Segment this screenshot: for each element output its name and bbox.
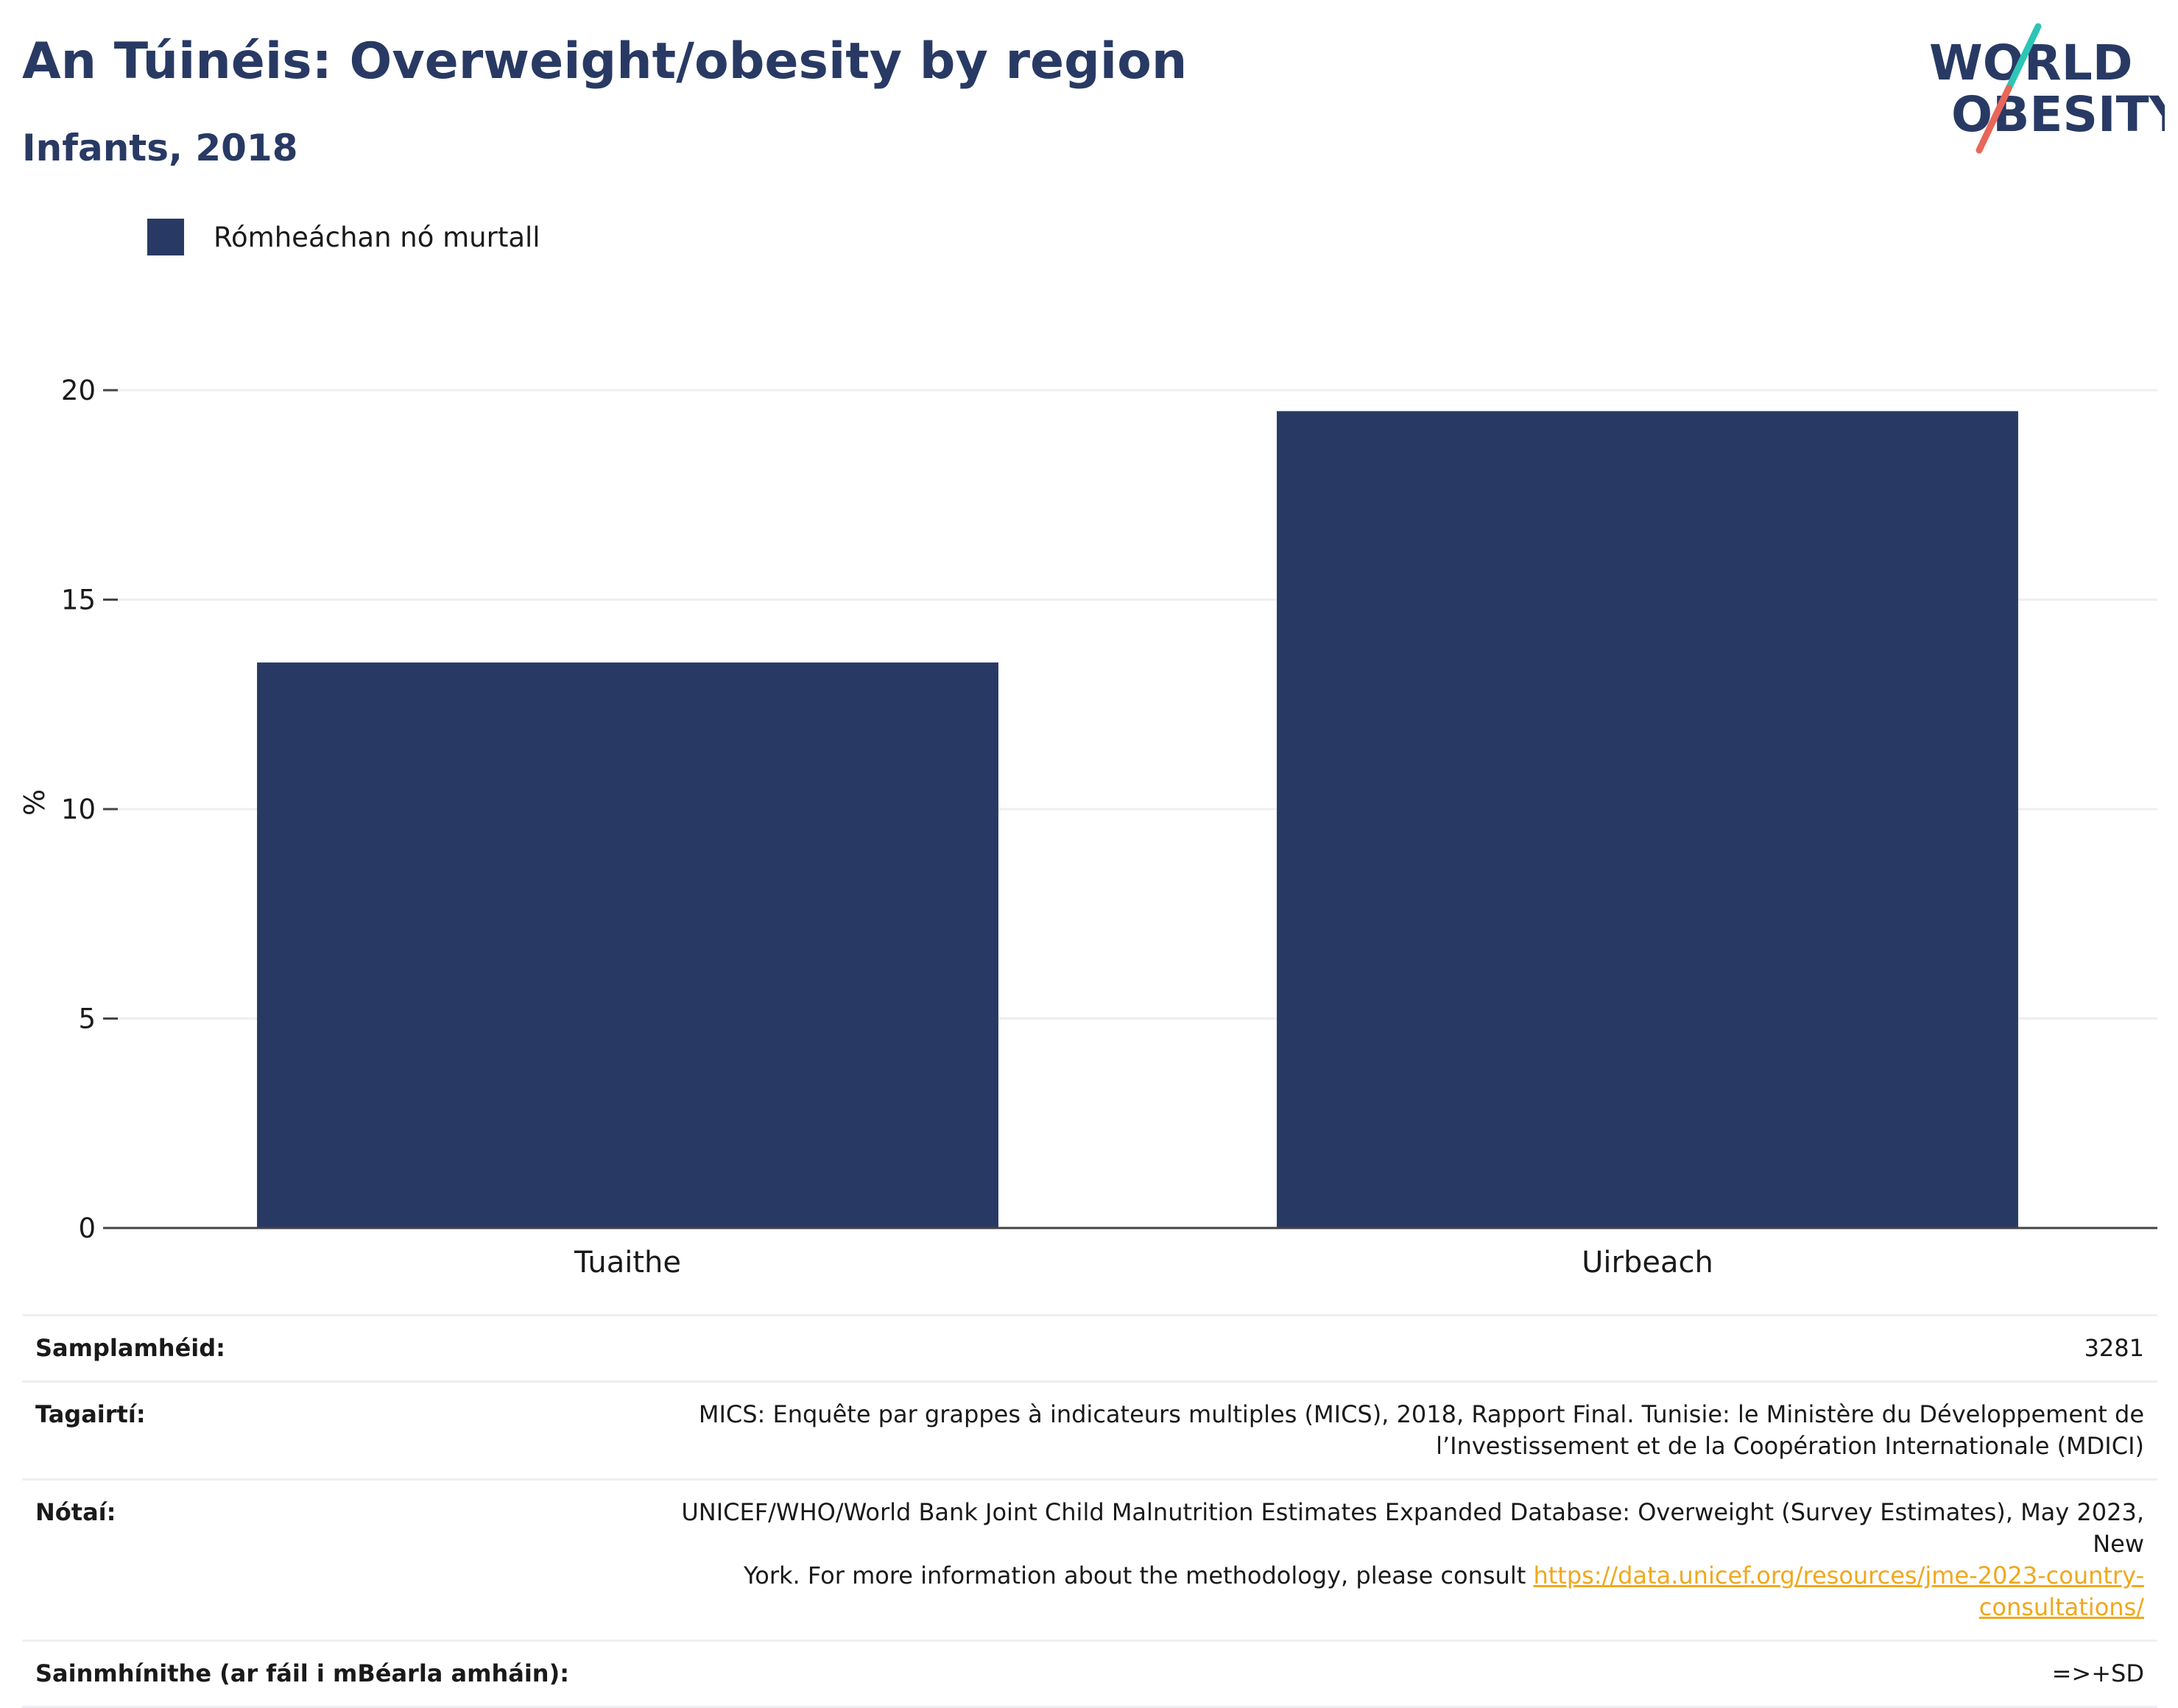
references-line2: l’Investissement et de la Coopération In… — [1436, 1432, 2144, 1460]
bar-tuaithe[interactable] — [257, 662, 998, 1228]
bar-chart: 0 5 10 15 20 Tuaithe Uirbeach % — [18, 375, 2157, 1280]
info-row-sample-size: Samplamhéid: 3281 — [22, 1314, 2157, 1380]
bar-uirbeach[interactable] — [1277, 411, 2018, 1229]
notes-line2: York. For more information about the met… — [743, 1561, 1534, 1589]
world-obesity-logo: WORLD OBESITY — [1929, 23, 2165, 154]
x-axis-ticks: Tuaithe Uirbeach — [574, 1246, 1713, 1280]
y-tick-label: 0 — [78, 1213, 96, 1244]
notes-line1: UNICEF/WHO/World Bank Joint Child Malnut… — [681, 1498, 2144, 1558]
chart-title: An Túinéis: Overweight/obesity by region — [22, 32, 1188, 91]
chart-subtitle: Infants, 2018 — [22, 127, 298, 169]
x-tick-label: Uirbeach — [1582, 1246, 1713, 1280]
legend-label[interactable]: Rómheáchan nó murtall — [214, 221, 540, 253]
info-row-notes: Nótaí: UNICEF/WHO/World Bank Joint Child… — [22, 1478, 2157, 1640]
notes-label: Nótaí: — [35, 1498, 116, 1526]
y-tick-label: 10 — [61, 794, 96, 825]
y-tick-label: 20 — [61, 375, 96, 406]
references-line1: MICS: Enquête par grappes à indicateurs … — [698, 1400, 2144, 1428]
notes-value: UNICEF/WHO/World Bank Joint Child Malnut… — [627, 1497, 2144, 1623]
bars — [257, 411, 2018, 1229]
y-axis-ticks: 0 5 10 15 20 — [61, 375, 118, 1244]
legend: Rómheáchan nó murtall — [147, 217, 540, 257]
logo-slash-coral — [1976, 85, 2012, 154]
info-row-definitions: Sainmhínithe (ar fáil i mBéarla amháin):… — [22, 1640, 2157, 1708]
definitions-label: Sainmhínithe (ar fáil i mBéarla amháin): — [35, 1659, 569, 1687]
references-label: Tagairtí: — [35, 1400, 146, 1428]
notes-link[interactable]: https://data.unicef.org/resources/jme-20… — [1533, 1561, 2144, 1621]
info-row-references: Tagairtí: MICS: Enquête par grappes à in… — [22, 1380, 2157, 1478]
definitions-value: =>+SD — [2051, 1659, 2144, 1687]
info-table: Samplamhéid: 3281 Tagairtí: MICS: Enquêt… — [22, 1314, 2157, 1708]
sample-size-label: Samplamhéid: — [35, 1334, 225, 1362]
sample-size-value: 3281 — [2084, 1334, 2144, 1362]
y-tick-label: 15 — [61, 585, 96, 616]
y-axis-label: % — [18, 789, 51, 816]
logo-slash-teal — [2005, 23, 2042, 92]
references-value: MICS: Enquête par grappes à indicateurs … — [699, 1399, 2144, 1462]
x-tick-label: Tuaithe — [574, 1246, 681, 1280]
y-tick-label: 5 — [78, 1003, 96, 1035]
legend-swatch — [147, 219, 184, 255]
